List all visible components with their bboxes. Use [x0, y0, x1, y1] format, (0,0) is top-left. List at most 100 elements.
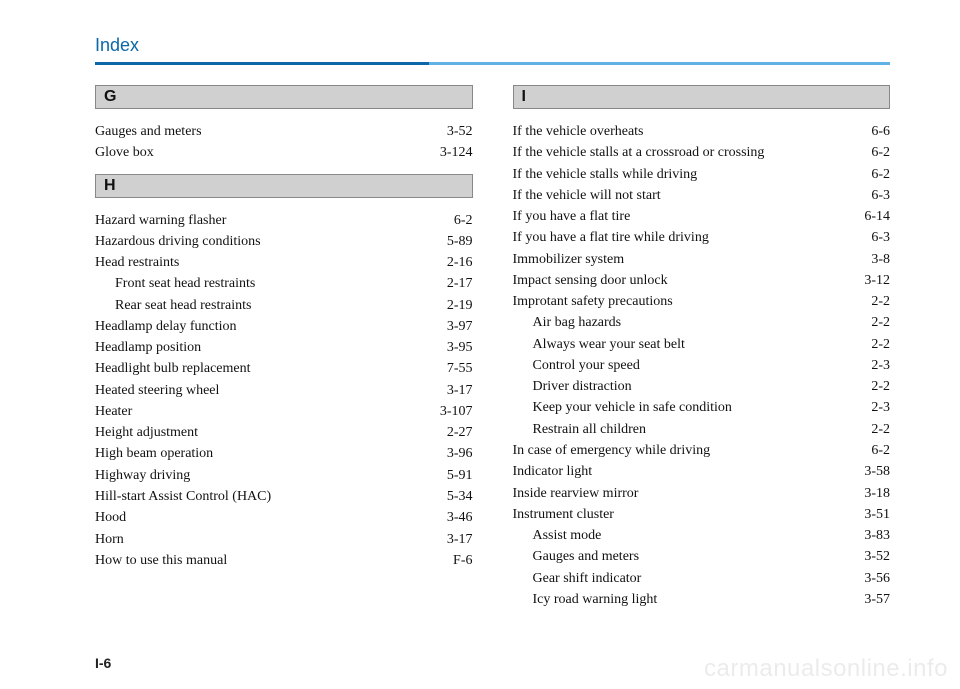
- index-entry: Hazardous driving conditions5-89: [95, 231, 473, 252]
- entry-label: Immobilizer system: [513, 249, 625, 270]
- entry-page: 2-3: [871, 355, 890, 376]
- entry-page: 3-56: [864, 568, 890, 589]
- index-entry: Height adjustment 2-27: [95, 422, 473, 443]
- index-entry: In case of emergency while driving 6-2: [513, 440, 891, 461]
- entry-page: 3-96: [447, 443, 473, 464]
- index-entry: Air bag hazards 2-2: [513, 312, 891, 333]
- entry-page: 6-14: [864, 206, 890, 227]
- entry-label: Headlamp position: [95, 337, 201, 358]
- entry-label: Height adjustment: [95, 422, 198, 443]
- left-column: GGauges and meters3-52Glove box3-124HHaz…: [95, 75, 473, 610]
- index-entry: Instrument cluster3-51: [513, 504, 891, 525]
- entry-page: 6-6: [871, 121, 890, 142]
- index-entry: Gauges and meters 3-52: [95, 121, 473, 142]
- entry-label: Headlight bulb replacement: [95, 358, 251, 379]
- entry-label: Gauges and meters: [533, 546, 640, 567]
- entry-label: Always wear your seat belt: [533, 334, 685, 355]
- section-letter: H: [95, 174, 473, 198]
- entry-page: 2-3: [871, 397, 890, 418]
- entry-page: 3-8: [871, 249, 890, 270]
- index-entry: Assist mode 3-83: [513, 525, 891, 546]
- index-entry: Restrain all children2-2: [513, 419, 891, 440]
- entry-page: 3-52: [447, 121, 473, 142]
- entry-page: 3-12: [864, 270, 890, 291]
- entry-label: Improtant safety precautions: [513, 291, 673, 312]
- entry-page: 6-2: [871, 440, 890, 461]
- entry-page: 2-2: [871, 291, 890, 312]
- entry-label: Highway driving: [95, 465, 190, 486]
- entry-page: 3-57: [864, 589, 890, 610]
- index-entry: How to use this manualF-6: [95, 550, 473, 571]
- index-entry: Glove box 3-124: [95, 142, 473, 163]
- entry-page: 3-18: [864, 483, 890, 504]
- section-letter: I: [513, 85, 891, 109]
- entry-page: 2-2: [871, 312, 890, 333]
- entry-label: High beam operation: [95, 443, 213, 464]
- entry-label: Glove box: [95, 142, 154, 163]
- entry-label: Hazardous driving conditions: [95, 231, 261, 252]
- entry-page: 3-83: [864, 525, 890, 546]
- entry-label: Horn: [95, 529, 124, 550]
- entry-page: 2-2: [871, 376, 890, 397]
- entry-label: Headlamp delay function: [95, 316, 237, 337]
- entry-label: Front seat head restraints: [115, 273, 255, 294]
- entry-label: In case of emergency while driving: [513, 440, 711, 461]
- entry-label: Heated steering wheel: [95, 380, 219, 401]
- entry-label: If the vehicle overheats: [513, 121, 644, 142]
- index-entry: Driver distraction 2-2: [513, 376, 891, 397]
- index-entry: Heater 3-107: [95, 401, 473, 422]
- entry-label: Icy road warning light: [533, 589, 658, 610]
- index-entry: Inside rearview mirror 3-18: [513, 483, 891, 504]
- entry-label: Restrain all children: [533, 419, 647, 440]
- index-entry: Immobilizer system 3-8: [513, 249, 891, 270]
- entry-label: Indicator light: [513, 461, 593, 482]
- entry-page: 5-34: [447, 486, 473, 507]
- entry-label: Hill-start Assist Control (HAC): [95, 486, 271, 507]
- entry-label: If the vehicle stalls while driving: [513, 164, 698, 185]
- index-entry: Headlamp delay function 3-97: [95, 316, 473, 337]
- entry-page: 6-2: [871, 142, 890, 163]
- index-entry: Highway driving5-91: [95, 465, 473, 486]
- entry-label: Driver distraction: [533, 376, 632, 397]
- entry-page: 3-46: [447, 507, 473, 528]
- index-entry: If you have a flat tire6-14: [513, 206, 891, 227]
- entry-label: If you have a flat tire while driving: [513, 227, 709, 248]
- entry-page: 6-2: [871, 164, 890, 185]
- entry-label: Gauges and meters: [95, 121, 202, 142]
- index-entry: Headlamp position3-95: [95, 337, 473, 358]
- entry-page: 3-58: [864, 461, 890, 482]
- entry-page: 3-107: [440, 401, 473, 422]
- entry-page: 6-3: [871, 227, 890, 248]
- entry-label: How to use this manual: [95, 550, 227, 571]
- entry-page: 3-124: [440, 142, 473, 163]
- entry-page: 6-3: [871, 185, 890, 206]
- index-entry: Headlight bulb replacement7-55: [95, 358, 473, 379]
- index-entry: Hill-start Assist Control (HAC) 5-34: [95, 486, 473, 507]
- entry-label: If the vehicle will not start: [513, 185, 661, 206]
- entry-label: Assist mode: [533, 525, 602, 546]
- index-entry: Hood3-46: [95, 507, 473, 528]
- index-entry: Impact sensing door unlock 3-12: [513, 270, 891, 291]
- entry-label: Heater: [95, 401, 132, 422]
- entry-label: Inside rearview mirror: [513, 483, 639, 504]
- entry-page: 3-97: [447, 316, 473, 337]
- entry-label: Impact sensing door unlock: [513, 270, 668, 291]
- entry-label: Air bag hazards: [533, 312, 622, 333]
- entry-page: 2-27: [447, 422, 473, 443]
- index-entry: Indicator light 3-58: [513, 461, 891, 482]
- index-entry: Hazard warning flasher6-2: [95, 210, 473, 231]
- entry-label: Control your speed: [533, 355, 640, 376]
- entry-page: 3-17: [447, 529, 473, 550]
- index-entry: Front seat head restraints2-17: [95, 273, 473, 294]
- header-title: Index: [95, 35, 890, 56]
- index-entry: If the vehicle stalls at a crossroad or …: [513, 142, 891, 163]
- entry-label: Rear seat head restraints: [115, 295, 251, 316]
- index-entry: If you have a flat tire while driving 6-3: [513, 227, 891, 248]
- entry-label: Head restraints: [95, 252, 179, 273]
- entry-page: 2-19: [447, 295, 473, 316]
- entry-label: Gear shift indicator: [533, 568, 642, 589]
- entry-page: 3-17: [447, 380, 473, 401]
- index-entry: Rear seat head restraints 2-19: [95, 295, 473, 316]
- index-entry: If the vehicle stalls while driving 6-2: [513, 164, 891, 185]
- header-divider: [95, 62, 890, 65]
